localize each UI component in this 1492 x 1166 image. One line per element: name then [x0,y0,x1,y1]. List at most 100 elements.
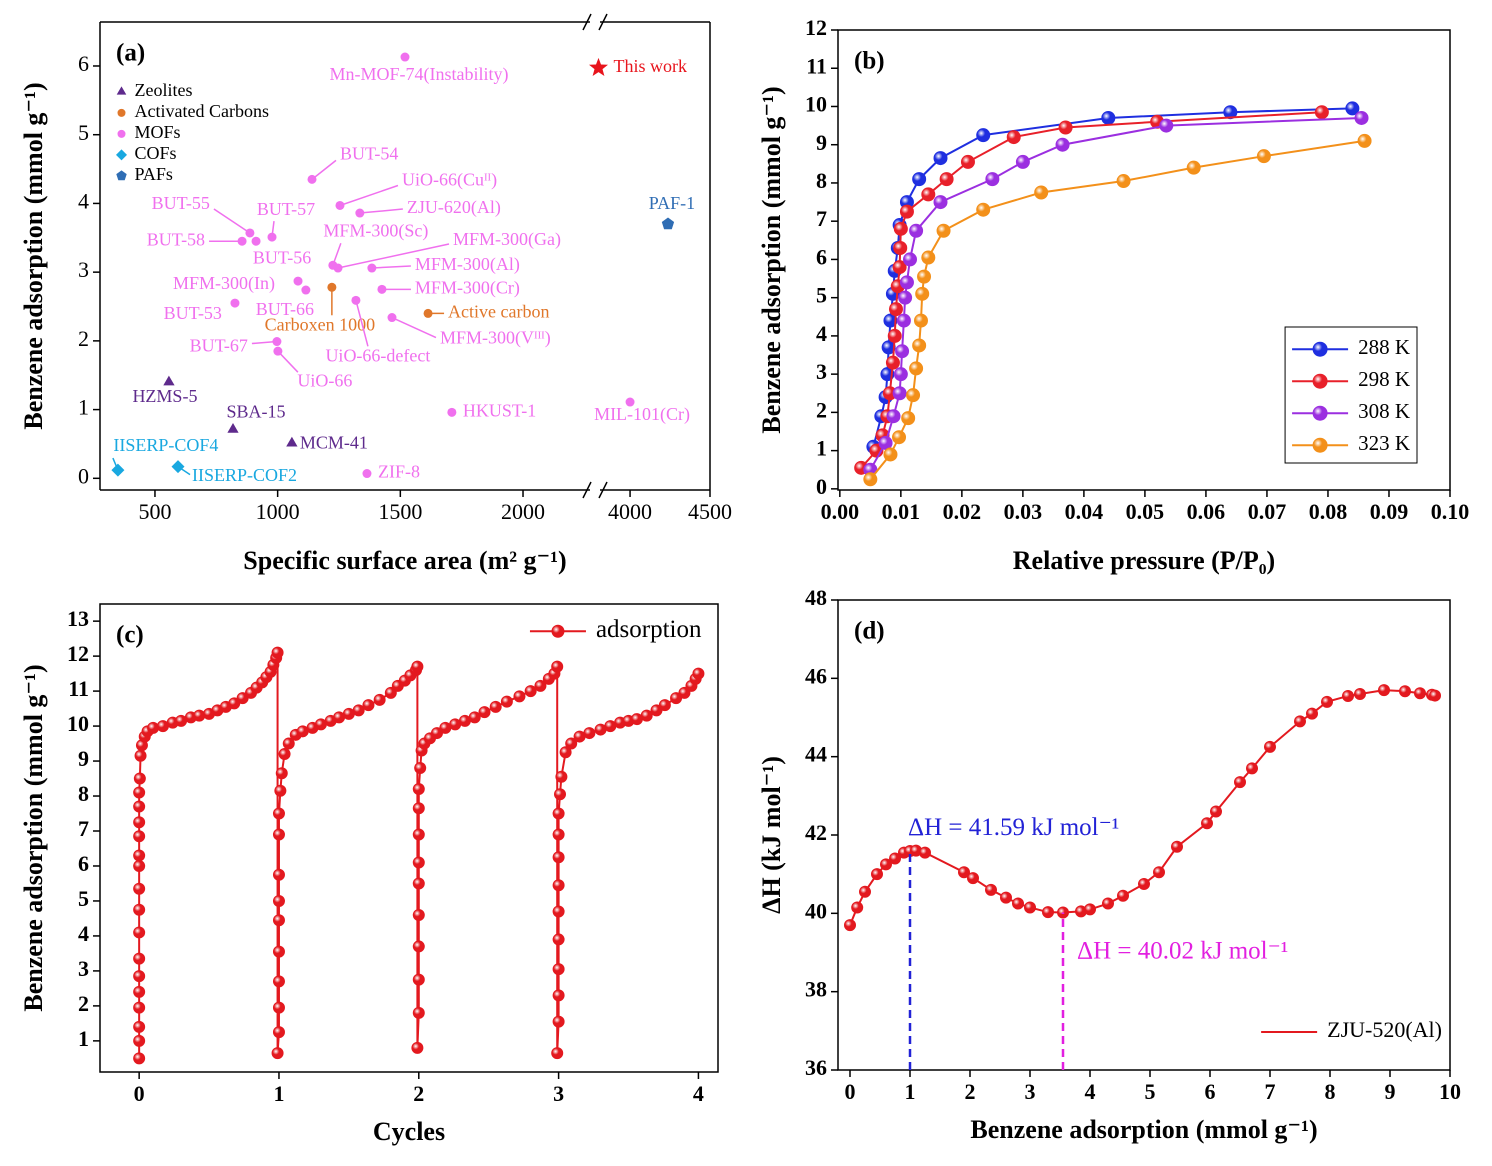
x-tick-label: 0.04 [1065,499,1104,524]
data-point [889,852,901,865]
data-point [133,1020,146,1033]
data-point [555,770,568,783]
legend-text: Zeolites [135,80,193,100]
x-tick-label: 0.00 [821,499,860,524]
leader-line [213,208,251,234]
data-point [625,397,635,407]
data-point [892,430,907,445]
data-point [272,945,285,958]
data-point [133,859,146,872]
data-point [133,926,146,939]
data-point [913,313,928,328]
data-point [1378,684,1390,697]
leader-line [339,184,399,207]
point-label: IISERP-COF2 [192,465,297,485]
data-point [272,914,285,927]
legend-marker [117,108,126,117]
panel: 0.00 0.01 0.02 0.03 0.04 0.05 0.06 0.07 0.08 0.09… [757,15,1469,575]
data-point [985,883,997,896]
x-axis-title: Benzene adsorption (mmol g⁻¹) [970,1115,1317,1144]
data-point [278,748,291,761]
data-point [1000,891,1012,904]
data-point [414,762,427,775]
annotation: ΔH = 41.59 kJ mol⁻¹ [908,814,1119,841]
data-point [1034,185,1049,200]
x-tick-label: 0.08 [1309,499,1348,524]
x-tick-label: 4000 [608,499,652,524]
data-point [1101,110,1116,125]
x-tick-label: 1500 [378,499,422,524]
x-tick-label: 0 [134,1081,145,1106]
axis-frame [99,603,719,1073]
data-point [133,816,146,829]
data-point [1102,897,1114,910]
panel-label: (a) [116,40,145,67]
y-tick-label: 6 [78,51,89,76]
data-point [377,284,387,294]
data-point [412,828,425,841]
data-point [1159,118,1174,133]
data-point [1201,817,1213,830]
panel: 0 1 2 3 4 5 6 7 8 9 10 36 38 40 42 44 46 48 Benzene adsorp… [757,585,1461,1144]
data-point [939,172,954,187]
data-point [883,447,898,462]
data-point [1342,689,1354,702]
x-tick-label: 3 [1025,1079,1036,1104]
x-tick-label: 1 [905,1079,916,1104]
data-point [271,646,284,659]
legend-marker [117,129,126,138]
data-point [1210,805,1222,818]
data-point [274,784,287,797]
x-tick-label: 1000 [256,499,300,524]
data-point [565,737,578,750]
data-point [411,1041,424,1054]
data-point [1117,889,1129,902]
panel: 500 1000 1500 2000 4000 4500 0 1 2 3 4 5 6 Specific s… [19,13,732,575]
data-point [552,989,565,1002]
data-point [1055,137,1070,152]
data-point [111,463,125,477]
x-tick-label: 1 [273,1081,284,1106]
point-label: UiO-66 [297,370,352,390]
axis-break [582,481,592,499]
data-point [893,221,908,236]
point-label: BUT-55 [152,193,210,213]
data-point [134,749,147,762]
data-point [678,686,691,699]
data-point [230,298,240,308]
x-tick-label: 2 [413,1081,424,1106]
y-tick-label: 1 [78,395,89,420]
y-tick-label: 7 [816,206,827,231]
y-tick-label: 1 [78,1026,89,1051]
y-tick-label: 9 [816,130,827,155]
data-point [1116,174,1131,189]
data-point [895,344,910,359]
y-tick-label: 36 [805,1055,827,1080]
point-label: BUT-56 [253,247,311,267]
data-point [534,679,547,692]
point-label: IISERP-COF4 [113,435,218,455]
data-point [133,903,146,916]
legend-marker [116,86,127,95]
legend-marker [116,170,127,181]
data-point [1006,130,1021,145]
point-label: BUT-58 [147,229,205,249]
data-point [863,472,878,487]
y-tick-label: 0 [816,474,827,499]
leader-line [391,316,437,339]
point-label: Active carbon [448,302,549,322]
data-point [1399,685,1411,698]
data-point [286,436,298,447]
data-point [899,275,914,290]
y-tick-label: 6 [78,851,89,876]
x-tick-label: 0 [845,1079,856,1104]
y-tick-label: 13 [67,606,89,631]
point-label: SBA-15 [226,402,285,422]
point-label: BUT-67 [190,336,248,356]
data-point [272,1026,285,1039]
data-point [1084,903,1096,916]
y-tick-label: 6 [816,244,827,269]
x-tick-label: 0.05 [1126,499,1165,524]
data-point [552,851,565,864]
